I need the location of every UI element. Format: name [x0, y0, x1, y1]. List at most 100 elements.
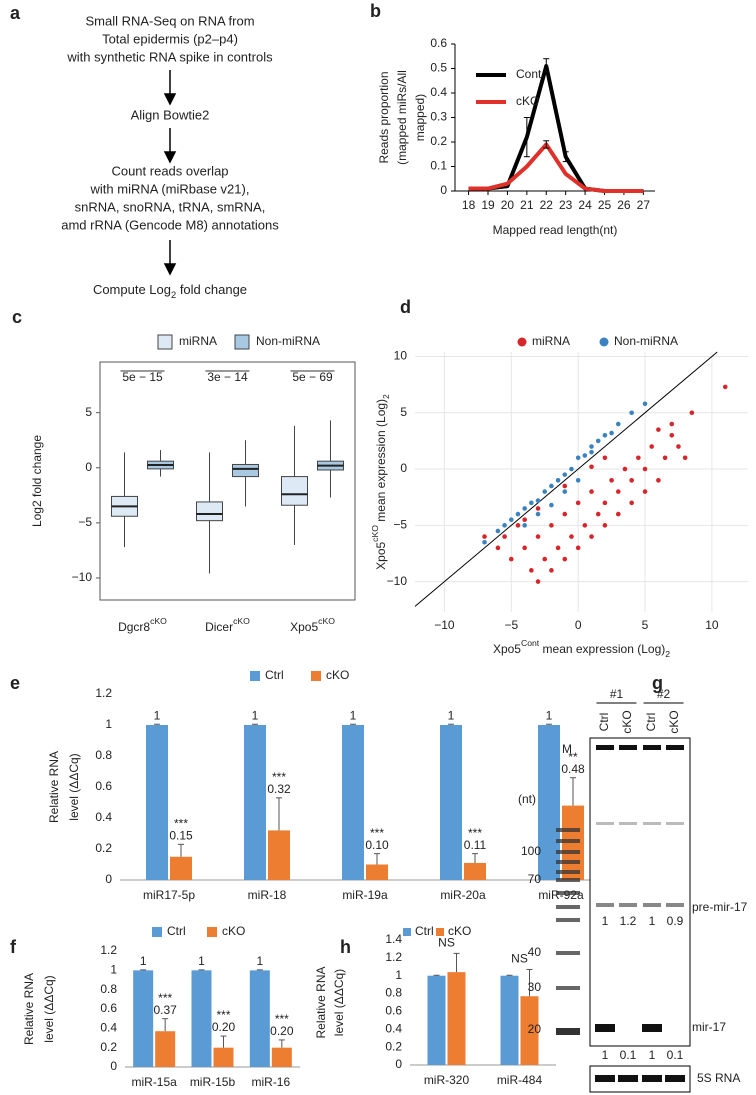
x-tick-label: 0	[575, 618, 582, 632]
ladder-band	[556, 918, 580, 922]
point	[589, 464, 594, 470]
ladder-band	[556, 878, 580, 882]
gel-frame	[589, 737, 691, 1047]
ladder-band	[556, 891, 580, 895]
loading-band	[618, 1075, 638, 1082]
legend-swatch	[403, 928, 411, 936]
y-tick-label: 0.8	[95, 748, 112, 762]
point	[555, 545, 561, 551]
value-label: 1	[350, 708, 357, 722]
flow-text-part: 2	[171, 290, 176, 300]
x-tick-label: miR-15a	[131, 1075, 177, 1089]
lane-label: Ctrl	[597, 713, 611, 732]
y-axis-label: level (ΔΔCq)	[67, 753, 81, 820]
legend-label: cKO	[326, 668, 349, 682]
error-bar	[178, 843, 184, 857]
flow-text: snRNA, snoRNA, tRNA, smRNA,	[75, 199, 266, 214]
point	[575, 500, 581, 506]
bar	[520, 996, 539, 1065]
faint-band	[596, 822, 614, 825]
value-label: 0.15	[169, 829, 193, 843]
y-tick-label: 0.8	[385, 986, 402, 1000]
significance: ***	[158, 991, 172, 1005]
y-tick-label: −5	[393, 518, 407, 532]
marker-label: 40	[528, 945, 542, 959]
x-tick-label: 18	[462, 198, 476, 212]
significance: ***	[370, 826, 384, 840]
point	[602, 500, 608, 506]
y-tick-label: 0.6	[95, 779, 112, 793]
error-bar	[546, 723, 552, 725]
error-bar	[278, 1039, 285, 1048]
panel-label: f	[10, 937, 17, 957]
y-tick-label: 0.2	[430, 134, 447, 148]
panel-label: a	[10, 3, 21, 23]
ladder-band	[556, 828, 580, 832]
x-tick-label: miR-18	[248, 888, 287, 902]
error-bar	[453, 952, 460, 973]
x-tick-label-part: Dicer	[205, 620, 233, 634]
legend-swatch	[234, 334, 250, 350]
legend-label: Cont.	[516, 67, 545, 81]
point	[582, 523, 588, 528]
y-tick-label: 0.8	[100, 982, 117, 996]
flow-text: Align Bowtie2	[131, 107, 210, 122]
point	[549, 523, 554, 528]
lane-label: M	[562, 742, 572, 756]
point	[589, 534, 594, 539]
y-tick-label: 1.4	[385, 932, 402, 946]
x-tick-label: 24	[578, 198, 592, 212]
identity-line	[414, 351, 718, 607]
y-tick-label: 0	[110, 1059, 117, 1073]
error-bar	[562, 151, 569, 163]
bar	[271, 1047, 292, 1067]
y-tick-label: 5	[400, 405, 407, 419]
p-value: 5e − 15	[122, 370, 163, 384]
loading-frame	[589, 1065, 691, 1093]
significance: **	[568, 750, 578, 764]
bar	[268, 830, 290, 880]
value-label: 1	[546, 708, 553, 722]
point	[602, 523, 608, 528]
value-label: 0.32	[267, 782, 291, 796]
y-tick-label: 0.6	[385, 1004, 402, 1018]
error-bar	[523, 117, 530, 158]
point	[508, 556, 514, 562]
bar	[155, 1031, 176, 1067]
point	[589, 449, 594, 455]
well-band	[619, 745, 637, 750]
error-bar	[220, 1035, 227, 1048]
bar	[342, 725, 364, 880]
ladder-band	[556, 850, 580, 854]
ladder-band	[556, 839, 580, 843]
point	[656, 427, 661, 432]
quant-label: 0.1	[667, 1048, 684, 1062]
point	[535, 511, 541, 517]
error-bar	[543, 58, 550, 74]
y-axis-label: mapped)	[413, 94, 427, 141]
y-axis-label: Relative RNA	[47, 751, 61, 823]
point	[582, 453, 588, 458]
mature-band	[595, 1024, 615, 1032]
point	[542, 556, 548, 562]
bar	[133, 970, 154, 1067]
y-tick-label: 1	[105, 717, 112, 731]
x-tick-label: 26	[617, 198, 631, 212]
error-bar	[543, 140, 550, 149]
y-axis-label-part: cKO	[370, 525, 380, 542]
point	[575, 478, 581, 483]
error-bar	[350, 723, 356, 725]
x-tick-label-part: Dgcr8	[118, 620, 150, 634]
group-label: #2	[657, 687, 671, 701]
y-tick-label: 0.6	[100, 1001, 117, 1015]
bar	[170, 856, 192, 880]
x-tick-label-part: cKO	[150, 616, 167, 626]
legend-swatch	[157, 334, 173, 350]
point	[549, 502, 554, 508]
y-tick-label: 5	[85, 405, 92, 419]
legend-swatch	[152, 927, 162, 937]
bar	[500, 975, 519, 1065]
y-tick-label: 0.4	[385, 1021, 402, 1035]
x-tick-label-part: Xpo5	[290, 620, 318, 634]
